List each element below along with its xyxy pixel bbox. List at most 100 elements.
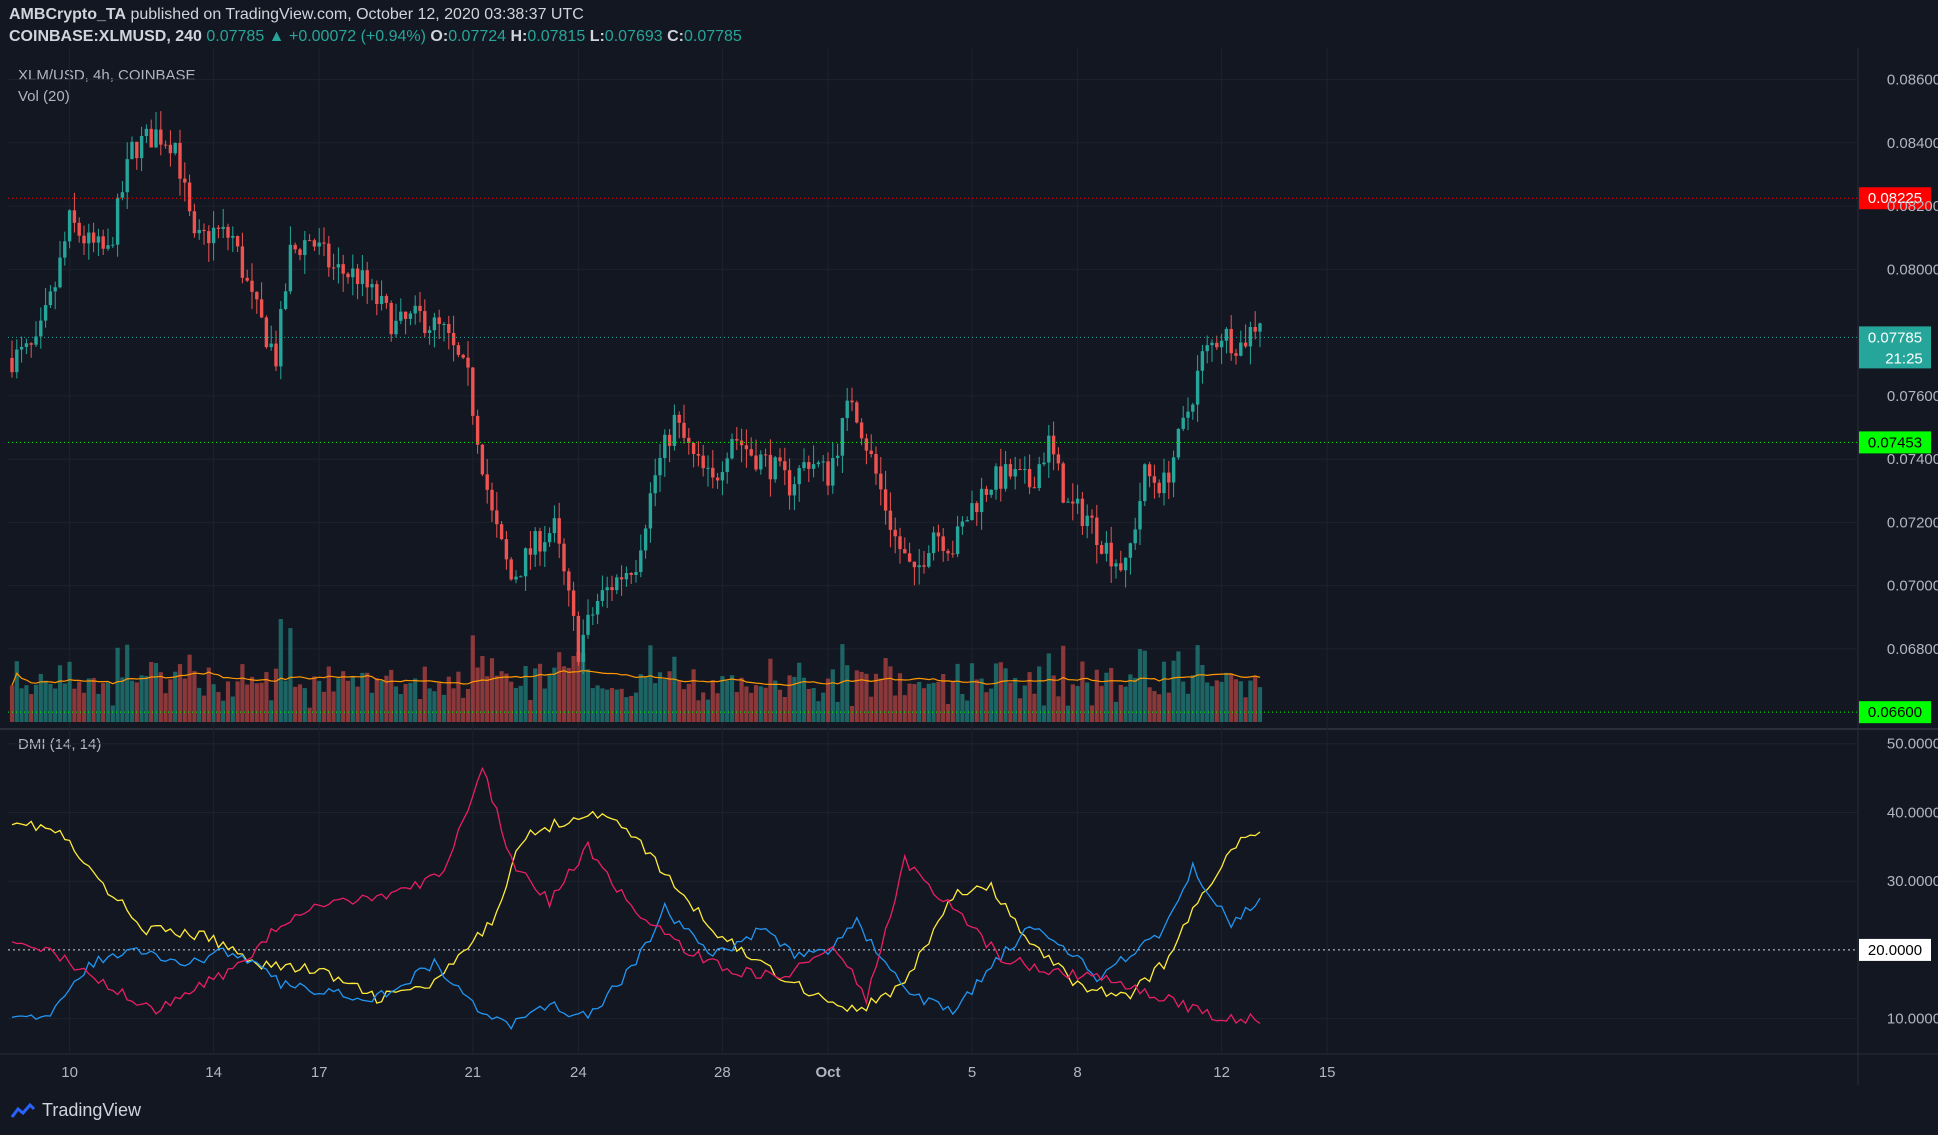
candle-body	[336, 264, 341, 268]
volume-bar	[350, 677, 355, 722]
dmi-tick-label: 50.0000	[1887, 736, 1938, 753]
candle-body	[859, 422, 864, 439]
candle-body	[922, 565, 926, 567]
volume-bar	[1109, 668, 1114, 722]
candle-body	[581, 634, 585, 662]
candle-body	[1027, 468, 1032, 488]
candle-body	[96, 236, 101, 243]
volume-bar	[312, 676, 317, 722]
candle-body	[91, 232, 96, 243]
volume-bar	[566, 667, 571, 722]
candle-body	[903, 549, 907, 554]
candle-body	[562, 543, 566, 572]
candle-body	[1181, 417, 1185, 429]
volume-bar	[811, 687, 816, 722]
volume-bar	[821, 692, 826, 722]
volume-bar	[787, 675, 792, 722]
candle-body	[283, 291, 288, 310]
volume-bar	[878, 678, 883, 722]
time-tick-label: 14	[205, 1064, 222, 1081]
candle-body	[1003, 464, 1008, 489]
candle-body	[648, 493, 653, 529]
candle-body	[586, 614, 590, 635]
volume-bar	[48, 683, 53, 722]
volume-bar	[269, 700, 274, 722]
candle-body	[610, 587, 614, 591]
volume-bar	[864, 673, 869, 722]
volume-bar	[168, 679, 173, 722]
volume-bar	[72, 688, 77, 722]
candle-body	[547, 533, 552, 543]
candle-body	[111, 244, 115, 246]
candle-body	[245, 277, 249, 281]
candle-body	[797, 468, 801, 485]
volume-bar	[336, 678, 341, 722]
volume-bar	[221, 700, 226, 722]
volume-bar	[777, 689, 783, 722]
candle-body	[437, 317, 441, 325]
volume-bar	[1032, 693, 1037, 722]
volume-bar	[24, 685, 29, 722]
tradingview-logo[interactable]: TradingView	[10, 1100, 141, 1121]
volume-bar	[931, 682, 936, 722]
volume-bar	[758, 686, 763, 722]
volume-bar	[139, 675, 144, 722]
candle-body	[303, 240, 307, 256]
candle-body	[456, 345, 461, 355]
level-tag	[1859, 187, 1931, 210]
candle-body	[264, 317, 269, 348]
tradingview-brand: TradingView	[42, 1100, 142, 1120]
candle-body	[101, 236, 105, 249]
volume-bar	[955, 663, 960, 722]
volume-bar	[321, 691, 327, 722]
candle-body	[48, 291, 53, 306]
candle-body	[514, 576, 518, 580]
candle-body	[816, 462, 821, 465]
candle-body	[600, 590, 605, 601]
volume-bar	[1070, 684, 1075, 722]
candle-body	[1023, 468, 1027, 470]
candle-body	[447, 323, 451, 333]
candle-body	[327, 243, 331, 268]
volume-bar	[53, 688, 58, 722]
candle-body	[1224, 328, 1229, 341]
candle-body	[168, 144, 173, 154]
candle-body	[144, 128, 149, 137]
candle-body	[24, 343, 29, 347]
candle-body	[235, 236, 240, 247]
volume-bar	[873, 673, 879, 722]
volume-bar	[451, 688, 456, 722]
volume-bar	[230, 696, 235, 722]
candle-body	[139, 136, 144, 159]
volume-bar	[403, 683, 408, 722]
candle-body	[207, 231, 211, 244]
candle-body	[240, 246, 245, 278]
volume-bar	[504, 673, 509, 722]
candle-body	[557, 518, 561, 544]
volume-bar	[245, 684, 250, 722]
candle-body	[715, 477, 720, 481]
candle-body	[965, 520, 969, 522]
candle-body	[307, 240, 312, 242]
volume-bar	[129, 680, 135, 722]
volume-bar	[1147, 687, 1152, 722]
volume-bar	[849, 705, 855, 722]
time-tick-label: 24	[570, 1064, 587, 1081]
volume-bar	[1176, 651, 1181, 722]
candle-body	[1104, 542, 1109, 554]
candle-body	[115, 197, 120, 245]
volume-bar	[806, 688, 811, 722]
candle-body	[399, 311, 403, 321]
candle-body	[1061, 463, 1065, 503]
candle-body	[442, 323, 446, 325]
candle-body	[451, 332, 456, 346]
volume-bar	[1051, 675, 1056, 722]
volume-bar	[1128, 674, 1133, 722]
candle-body	[1171, 457, 1176, 483]
candle-body	[754, 455, 758, 470]
axes: 0.08600 0.08400 0.08200 0.08000 0.07600 0.074…	[61, 72, 1938, 1081]
volume-bar	[153, 663, 159, 722]
candle-body	[1056, 454, 1061, 464]
candle-body	[831, 457, 835, 486]
